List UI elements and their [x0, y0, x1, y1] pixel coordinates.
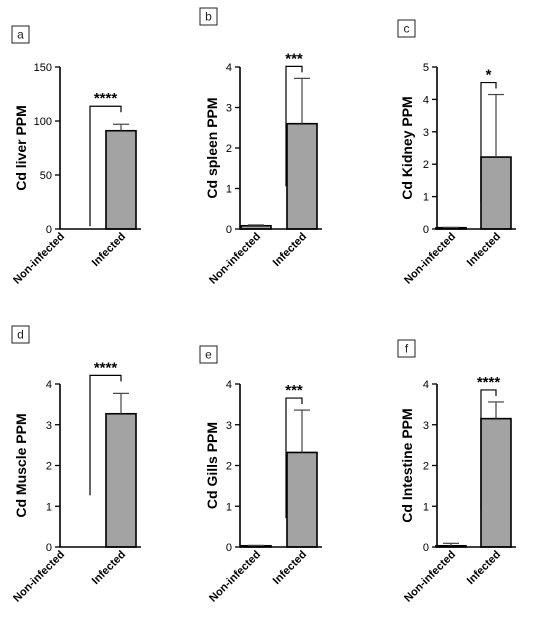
- axes: [436, 384, 516, 548]
- y-tick-label: 1: [423, 192, 429, 204]
- y-tick-label: 4: [226, 379, 232, 391]
- panel-letter: f: [405, 342, 409, 356]
- significance-marker: ****: [477, 374, 501, 391]
- y-axis-title: Cd Muscle PPM: [13, 413, 29, 517]
- panel-letter: b: [205, 10, 212, 24]
- x-tick-label: Infected: [465, 231, 503, 269]
- axes: [59, 384, 141, 548]
- chart-panel-d: d Cd Muscle PPM 0 1 2 3 4 Non-infected Infected *…: [11, 325, 141, 605]
- y-tick-label: 2: [46, 461, 52, 473]
- x-tick-label: Non-infected: [402, 231, 458, 287]
- axes: [239, 67, 322, 230]
- significance-bracket: [285, 65, 303, 187]
- y-axis-title: Cd Intestine PPM: [399, 408, 415, 522]
- y-tick-label: 50: [40, 170, 52, 182]
- significance-marker: ***: [285, 382, 303, 399]
- y-tick-label: 0: [423, 542, 429, 554]
- y-axis-title: Cd liver PPM: [13, 105, 29, 191]
- x-tick-label: Non-infected: [11, 549, 67, 605]
- y-tick-label: 2: [226, 461, 232, 473]
- panel-letter: d: [17, 328, 24, 342]
- y-axis-title: Cd Kidney PPM: [399, 96, 415, 199]
- panel-letter-box: [397, 339, 416, 358]
- significance-bracket: [285, 397, 303, 519]
- y-tick-label: 2: [423, 461, 429, 473]
- axes: [239, 384, 322, 548]
- y-tick-label: 2: [423, 159, 429, 171]
- axes: [436, 67, 516, 230]
- significance-bracket: [89, 105, 122, 227]
- y-tick-label: 1: [226, 184, 232, 196]
- x-tick-label: Non-infected: [402, 549, 458, 605]
- x-tick-label: Infected: [271, 231, 309, 269]
- y-tick-label: 3: [423, 127, 429, 139]
- bar-infected: [286, 122, 318, 230]
- chart-panel-c: c Cd Kidney PPM 0 1 2 3 4 5 Non-infected Infected…: [397, 19, 516, 287]
- y-tick-label: 0: [46, 224, 52, 236]
- significance-bracket: [89, 374, 122, 496]
- y-tick-label: 150: [34, 62, 52, 74]
- y-tick-label: 0: [423, 224, 429, 236]
- y-tick-label: 1: [423, 501, 429, 513]
- panel-letter-box: [11, 325, 30, 344]
- y-tick-label: 2: [226, 143, 232, 155]
- x-tick-label: Non-infected: [207, 231, 263, 287]
- y-tick-label: 100: [34, 116, 52, 128]
- bar-infected: [105, 129, 137, 230]
- chart-panel-f: f Cd Intestine PPM 0 1 2 3 4 Non-infected Infect…: [397, 339, 516, 605]
- significance-bracket: [480, 81, 497, 203]
- chart-panel-a: a Cd liver PPM 0 50 100 150 Non-infected Infect…: [11, 25, 141, 287]
- chart-panel-b: b Cd spleen PPM 0 1 2 3 4 Non-infected Infected *…: [199, 7, 322, 287]
- y-tick-label: 0: [226, 542, 232, 554]
- x-tick-label: Infected: [90, 549, 128, 587]
- significance-marker: ***: [285, 50, 303, 67]
- y-tick-label: 0: [46, 542, 52, 554]
- panel-letter-box: [11, 25, 30, 44]
- bar-infected: [286, 451, 318, 548]
- x-tick-label: Non-infected: [207, 549, 263, 605]
- y-tick-label: 3: [226, 420, 232, 432]
- significance-marker: *: [486, 67, 492, 84]
- y-tick-label: 1: [226, 501, 232, 513]
- bar-infected: [105, 412, 137, 548]
- y-axis-title: Cd Gills PPM: [204, 422, 220, 509]
- y-tick-label: 4: [46, 379, 52, 391]
- panel-letter: a: [17, 28, 24, 42]
- panel-letter: c: [404, 22, 410, 36]
- y-axis-title: Cd spleen PPM: [204, 97, 220, 198]
- bar-infected: [480, 156, 512, 230]
- axes: [59, 67, 141, 230]
- panel-letter-box: [397, 19, 416, 38]
- y-tick-label: 4: [423, 379, 429, 391]
- y-tick-label: 5: [423, 62, 429, 74]
- x-tick-label: Infected: [465, 549, 503, 587]
- panel-letter: e: [205, 348, 212, 362]
- y-tick-label: 3: [46, 420, 52, 432]
- significance-marker: ****: [94, 359, 118, 376]
- x-tick-label: Infected: [90, 231, 128, 269]
- y-tick-label: 4: [423, 94, 429, 106]
- significance-marker: ****: [94, 90, 118, 107]
- bar-infected: [480, 417, 512, 548]
- panel-letter-box: [199, 345, 218, 364]
- panel-letter-box: [199, 7, 218, 26]
- x-tick-label: Non-infected: [11, 231, 67, 287]
- x-tick-label: Infected: [271, 549, 309, 587]
- significance-bracket: [480, 389, 497, 510]
- y-tick-label: 4: [226, 62, 232, 74]
- y-tick-label: 0: [226, 224, 232, 236]
- y-tick-label: 1: [46, 501, 52, 513]
- y-tick-label: 3: [226, 103, 232, 115]
- chart-panel-e: e Cd Gills PPM 0 1 2 3 4 Non-infected Infected **…: [199, 345, 322, 605]
- y-tick-label: 3: [423, 420, 429, 432]
